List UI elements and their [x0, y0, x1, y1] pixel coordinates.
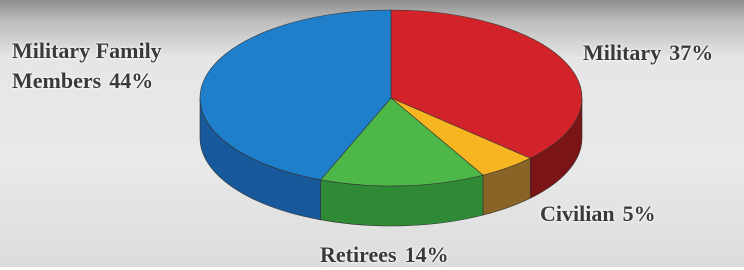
- value-label: 37%: [669, 40, 713, 65]
- slice-label: Retirees 14%: [320, 240, 449, 270]
- value-label: 14%: [405, 242, 449, 267]
- slice-label: Civilian 5%: [540, 199, 656, 229]
- category-label: Civilian: [540, 201, 615, 226]
- category-label: Military: [583, 40, 661, 65]
- value-label: 5%: [623, 201, 656, 226]
- chart: Military 37% Civilian 5% Retirees 14% Military…: [0, 0, 744, 267]
- slice-label: Military 37%: [583, 38, 713, 68]
- category-label: Retirees: [320, 242, 397, 267]
- value-label: 44%: [109, 68, 153, 93]
